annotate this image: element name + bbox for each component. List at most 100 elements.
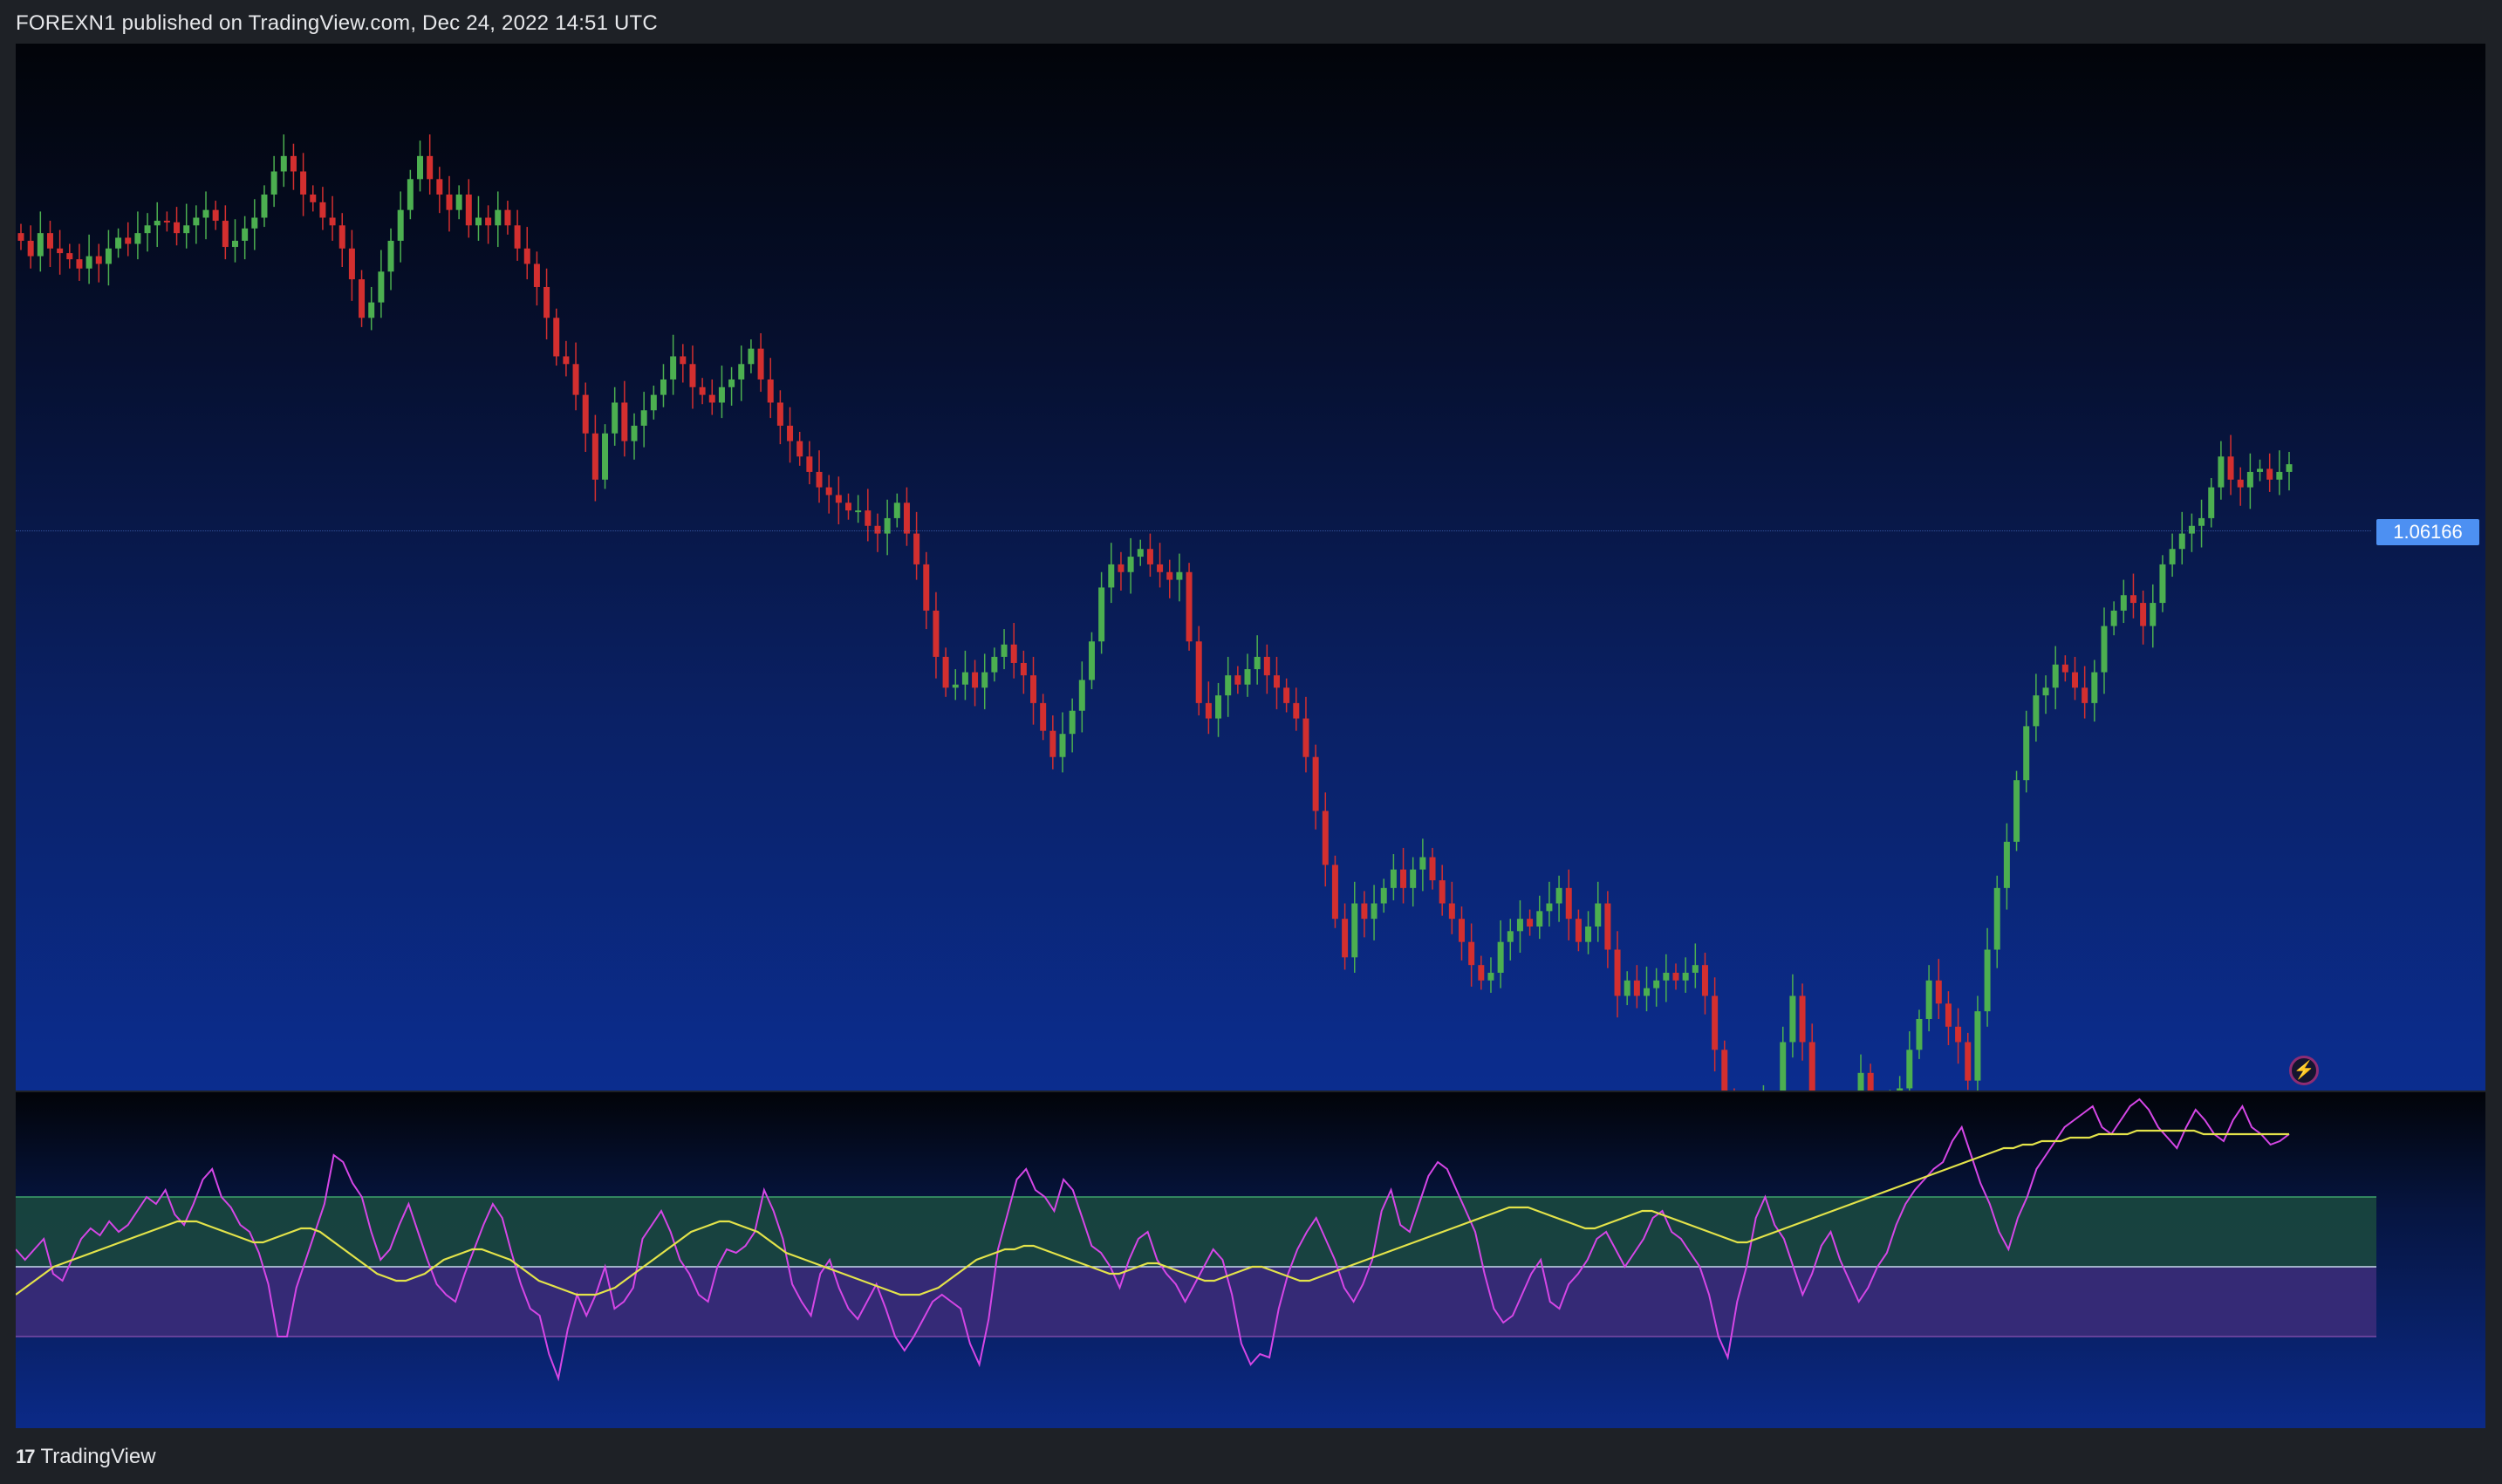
rsi-line [16,1098,2290,1382]
candle [787,407,794,463]
candle [543,268,550,340]
candle [46,221,53,268]
candle [1419,838,1426,892]
candlestick-chart[interactable] [16,44,2485,1091]
tradingview-footer[interactable]: 17 TradingView [16,1440,156,1474]
candle [952,669,959,701]
candle [329,195,336,241]
candle [485,205,492,244]
candle [1351,881,1358,973]
candle [1799,983,1806,1061]
candle [1459,906,1466,961]
candle [2013,770,2020,851]
candle [563,340,570,377]
candle [670,334,677,395]
candle [1234,666,1241,694]
candle [602,424,609,489]
candle [1215,682,1222,737]
candle [1867,1063,1874,1091]
candle [806,441,813,485]
candle [1293,687,1300,731]
rsi-indicator-pane[interactable] [16,1092,2485,1428]
candle [1078,661,1085,733]
candle [612,386,619,446]
lightning-bolt-icon[interactable]: ⚡ [2289,1056,2319,1085]
candle [2227,434,2234,496]
candle [174,207,181,246]
candle [300,153,307,216]
candle [1380,879,1387,913]
candle [2140,590,2147,645]
candle [85,234,92,284]
candle [183,203,190,249]
candle [1916,1009,1923,1059]
candle [1166,559,1173,598]
tradingview-brand: TradingView [40,1445,156,1468]
candle [280,134,287,188]
candle [2129,573,2136,619]
candle [1733,1088,1735,1091]
candle [621,380,628,457]
candle [2246,453,2253,509]
candle [2198,499,2205,548]
candle [1897,1076,1904,1091]
candle [270,155,277,208]
candle [1225,656,1232,717]
candle [1186,563,1193,651]
candle [1974,995,1981,1091]
candle [154,202,161,248]
candle [95,243,102,283]
candle [1244,653,1251,697]
candle [1371,885,1377,940]
candle [2150,584,2157,648]
candle [1614,931,1621,1018]
candle [2052,646,2059,709]
candle [591,414,598,502]
candle [767,358,774,419]
candle [57,229,64,275]
candle [1692,943,1699,988]
rsi-ma-line [16,1129,2289,1296]
candle [1672,963,1679,990]
candle [1935,959,1942,1019]
candle [1283,678,1290,713]
candle [757,332,764,393]
candle [1993,875,2000,968]
candle [1322,792,1329,887]
candle [1945,991,1952,1046]
candle [942,647,949,697]
candle [689,345,696,409]
candle [718,366,725,419]
candle [1497,920,1504,988]
candle [523,227,530,280]
candle [368,286,375,331]
candle [1527,909,1534,936]
candle [1205,681,1212,735]
candle [1624,971,1630,1006]
candle [310,185,317,212]
candle [144,213,151,252]
candle [37,211,44,272]
candle [1468,923,1475,987]
candle [2042,675,2049,715]
candle [2218,441,2225,500]
candle [1955,1008,1962,1064]
price-chart-pane[interactable]: 1.06166 ⚡ [16,44,2485,1091]
candle [495,191,502,248]
rsi-chart[interactable] [16,1092,2485,1428]
candle [1536,895,1543,940]
candle [1906,1031,1913,1091]
candle [202,191,209,240]
candle [865,489,872,542]
candle [640,392,647,448]
candle [1088,632,1095,689]
candle [2120,579,2127,624]
candle [1118,551,1125,591]
candle [455,185,462,220]
candle [903,487,910,546]
candle [1273,656,1280,709]
candle [231,219,238,263]
candle [1146,533,1153,578]
candle [855,495,862,523]
candle [338,213,345,268]
